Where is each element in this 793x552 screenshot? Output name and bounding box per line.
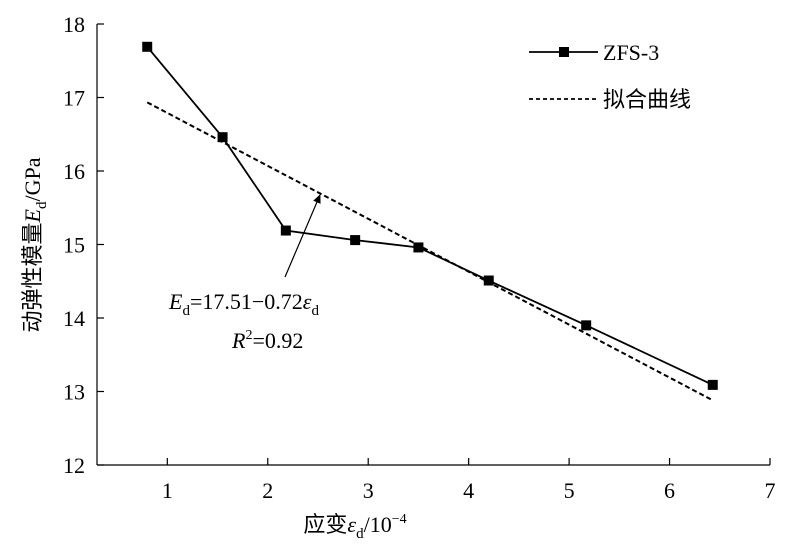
annotation-arrow <box>284 194 321 278</box>
annotation-r2: R2=0.92 <box>231 328 303 353</box>
y-axis-label: 动弹性模量Ed/GPa <box>20 157 50 332</box>
data-point-zfs3 <box>483 275 494 286</box>
y-axis-ticks: 12 13 14 15 16 17 18 <box>63 12 104 478</box>
y-tick-label: 17 <box>63 86 85 111</box>
x-axis-label: 应变εd/10−4 <box>303 512 406 542</box>
x-axis-ticks: 1 2 3 4 5 6 7 <box>162 458 776 503</box>
fit-line <box>146 101 714 402</box>
y-tick-label: 16 <box>63 159 85 184</box>
legend-marker-zfs3 <box>559 47 569 57</box>
y-tick-label: 14 <box>63 306 85 331</box>
x-tick-label: 7 <box>765 478 776 503</box>
data-point-zfs3 <box>280 225 291 236</box>
y-tick-label: 15 <box>63 233 85 258</box>
y-tick-label: 12 <box>63 453 85 478</box>
data-point-zfs3 <box>217 132 228 143</box>
annotation-equation: Ed=17.51−0.72εd <box>168 289 319 319</box>
data-point-zfs3 <box>707 379 718 390</box>
data-point-zfs3 <box>142 41 153 52</box>
x-tick-label: 1 <box>162 478 173 503</box>
data-point-zfs3 <box>581 320 592 331</box>
x-tick-label: 5 <box>564 478 575 503</box>
legend-label-zfs3: ZFS-3 <box>603 40 659 65</box>
x-tick-label: 6 <box>664 478 675 503</box>
legend: ZFS-3 拟合曲线 <box>529 40 691 112</box>
x-tick-label: 3 <box>363 478 374 503</box>
series-line-zfs3 <box>146 46 714 386</box>
data-point-zfs3 <box>413 242 424 253</box>
data-point-zfs3 <box>350 235 361 246</box>
fit-line-layer <box>146 101 714 402</box>
legend-label-fit: 拟合曲线 <box>603 87 691 112</box>
x-tick-label: 4 <box>463 478 474 503</box>
y-tick-label: 13 <box>63 380 85 405</box>
x-tick-label: 2 <box>262 478 273 503</box>
series-layer <box>142 41 718 390</box>
y-tick-label: 18 <box>63 12 85 37</box>
